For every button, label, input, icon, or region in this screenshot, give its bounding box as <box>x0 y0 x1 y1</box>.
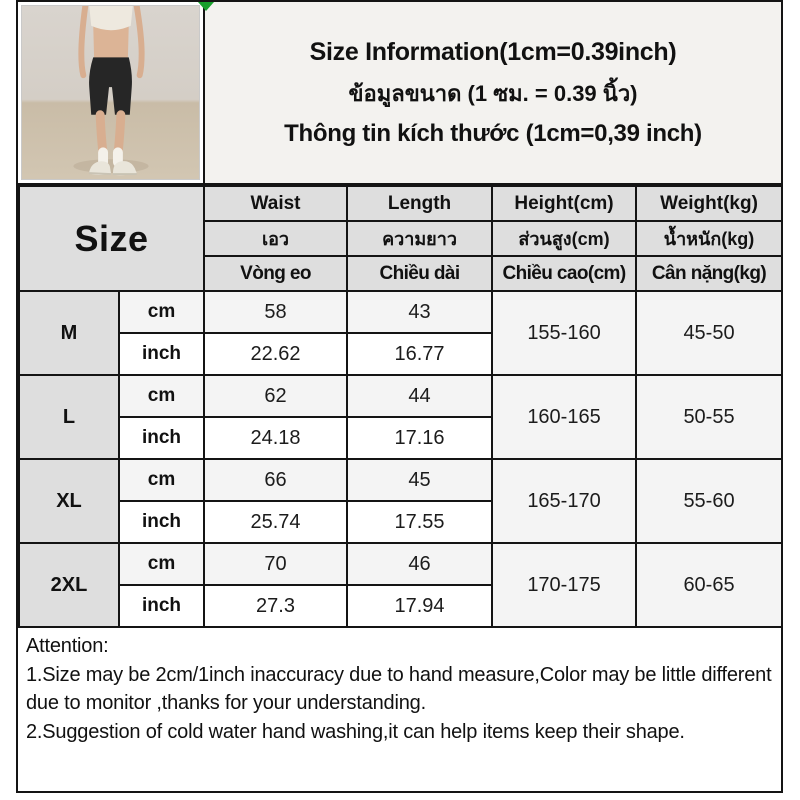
model-photo-illustration <box>21 5 200 180</box>
green-corner-marker-icon <box>198 2 214 11</box>
title-block: Size Information(1cm=0.39inch) ข้อมูลขนา… <box>205 2 781 183</box>
waist-inch-2xl: 27.3 <box>203 584 349 628</box>
height-xl: 165-170 <box>491 458 638 544</box>
attention-line-2: 2.Suggestion of cold water hand washing,… <box>26 720 685 743</box>
length-inch-xl: 17.55 <box>346 500 494 544</box>
waist-inch-l: 24.18 <box>203 416 349 460</box>
size-label-2xl: 2XL <box>18 542 120 628</box>
waist-inch-m: 22.62 <box>203 332 349 376</box>
unit-cm-xl: cm <box>117 458 206 502</box>
unit-inch-2xl: inch <box>117 584 206 628</box>
length-inch-m: 16.77 <box>346 332 494 376</box>
size-chart-sheet: Size Information(1cm=0.39inch) ข้อมูลขนา… <box>16 0 784 793</box>
col-header-height-vi: Chiều cao(cm) <box>491 255 638 292</box>
length-cm-xl: 45 <box>346 458 494 502</box>
col-header-waist-th: เอว <box>203 220 349 257</box>
col-header-height-th: ส่วนสูง(cm) <box>491 220 638 257</box>
weight-m: 45-50 <box>635 290 784 376</box>
attention-heading: Attention: <box>26 635 109 657</box>
unit-cm-m: cm <box>117 290 206 334</box>
length-inch-l: 17.16 <box>346 416 494 460</box>
col-header-weight-en: Weight(kg) <box>635 185 784 222</box>
waist-cm-xl: 66 <box>203 458 349 502</box>
weight-xl: 55-60 <box>635 458 784 544</box>
size-label-xl: XL <box>18 458 120 544</box>
product-photo <box>18 2 205 183</box>
unit-inch-l: inch <box>117 416 206 460</box>
attention-note: Attention: 1.Size may be 2cm/1inch inacc… <box>18 628 781 791</box>
waist-inch-xl: 25.74 <box>203 500 349 544</box>
length-cm-l: 44 <box>346 374 494 418</box>
length-inch-2xl: 17.94 <box>346 584 494 628</box>
size-column-header: Size <box>17 185 206 292</box>
unit-cm-2xl: cm <box>117 542 206 586</box>
col-header-length-en: Length <box>346 185 494 222</box>
col-header-waist-en: Waist <box>203 185 349 222</box>
col-header-weight-th: น้ำหนัก(kg) <box>635 220 784 257</box>
col-header-length-th: ความยาว <box>346 220 494 257</box>
title-thai: ข้อมูลขนาด (1 ซม. = 0.39 นิ้ว) <box>348 80 638 106</box>
waist-cm-m: 58 <box>203 290 349 334</box>
size-label-l: L <box>18 374 120 460</box>
size-table: Size Waist Length Height(cm) Weight(kg) … <box>17 185 784 628</box>
waist-cm-2xl: 70 <box>203 542 349 586</box>
height-2xl: 170-175 <box>491 542 638 628</box>
waist-cm-l: 62 <box>203 374 349 418</box>
weight-l: 50-55 <box>635 374 784 460</box>
title-english: Size Information(1cm=0.39inch) <box>309 37 677 66</box>
size-label-m: M <box>18 290 120 376</box>
height-m: 155-160 <box>491 290 638 376</box>
col-header-length-vi: Chiều dài <box>346 255 494 292</box>
header-section: Size Information(1cm=0.39inch) ข้อมูลขนา… <box>18 2 781 185</box>
weight-2xl: 60-65 <box>635 542 784 628</box>
height-l: 160-165 <box>491 374 638 460</box>
unit-inch-m: inch <box>117 332 206 376</box>
unit-inch-xl: inch <box>117 500 206 544</box>
col-header-waist-vi: Vòng eo <box>203 255 349 292</box>
length-cm-m: 43 <box>346 290 494 334</box>
attention-line-1: 1.Size may be 2cm/1inch inaccuracy due t… <box>26 663 772 715</box>
title-vietnamese: Thông tin kích thước (1cm=0,39 inch) <box>284 119 702 147</box>
length-cm-2xl: 46 <box>346 542 494 586</box>
col-header-height-en: Height(cm) <box>491 185 638 222</box>
unit-cm-l: cm <box>117 374 206 418</box>
col-header-weight-vi: Cân nặng(kg) <box>635 255 784 292</box>
